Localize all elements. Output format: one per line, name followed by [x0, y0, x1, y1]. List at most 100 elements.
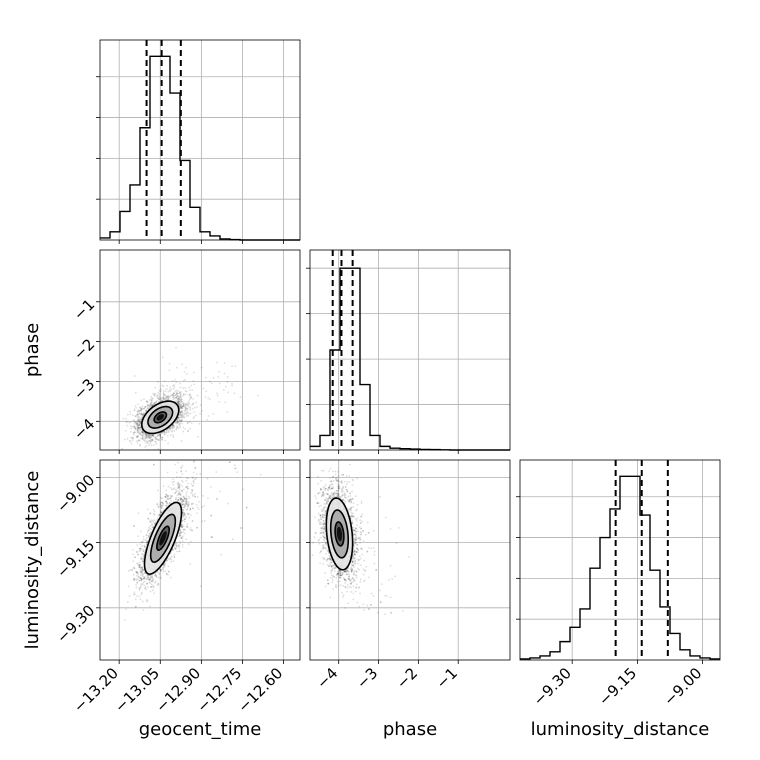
sample-point: [169, 386, 172, 389]
sample-point: [137, 419, 140, 422]
sample-point: [134, 605, 137, 608]
sample-point: [147, 404, 150, 407]
sample-point: [180, 525, 182, 528]
sample-point: [160, 511, 163, 514]
sample-point: [142, 557, 145, 560]
xtick-label: −12.90: [152, 664, 204, 716]
sample-point: [210, 382, 213, 385]
sample-point: [149, 578, 151, 581]
sample-point: [141, 430, 144, 433]
sample-point: [162, 502, 164, 505]
sample-point: [183, 503, 185, 506]
sample-point: [146, 433, 149, 436]
sample-point: [177, 486, 180, 489]
sample-point: [152, 526, 155, 529]
sample-point: [240, 527, 242, 529]
sample-point: [163, 431, 166, 434]
sample-point: [136, 436, 139, 438]
sample-point: [160, 432, 163, 435]
sample-point: [165, 429, 168, 432]
sample-point: [165, 494, 168, 497]
sample-point: [148, 403, 151, 406]
sample-point: [182, 513, 185, 516]
xtick-label: −13.05: [111, 664, 163, 716]
sample-point: [154, 574, 157, 577]
sample-point: [159, 437, 162, 440]
sample-point: [182, 495, 185, 498]
sample-point: [180, 419, 183, 422]
sample-point: [173, 556, 176, 558]
sample-point: [137, 424, 140, 427]
sample-point: [167, 398, 170, 400]
sample-point: [172, 560, 175, 563]
sample-point: [193, 492, 196, 495]
sample-point: [192, 484, 195, 487]
sample-point: [182, 528, 185, 531]
sample-point: [161, 501, 163, 504]
sample-point: [141, 567, 143, 570]
sample-point: [216, 498, 219, 500]
sample-point: [192, 507, 194, 510]
sample-point: [216, 361, 218, 364]
sample-point: [151, 404, 153, 407]
sample-point: [166, 559, 168, 562]
sample-point: [182, 402, 184, 405]
sample-point: [138, 589, 141, 592]
sample-point: [181, 406, 183, 409]
sample-point: [136, 429, 139, 432]
sample-point: [147, 434, 150, 437]
sample-point: [181, 500, 183, 503]
sample-point: [181, 407, 184, 410]
sample-point: [157, 517, 159, 520]
sample-point: [177, 397, 179, 400]
sample-point: [132, 573, 135, 576]
sample-point: [170, 430, 173, 433]
sample-point: [139, 429, 142, 431]
sample-point: [141, 407, 144, 410]
sample-point: [185, 407, 188, 410]
sample-point: [174, 378, 177, 381]
sample-point: [173, 487, 176, 490]
sample-point: [184, 390, 187, 392]
sample-point: [171, 424, 174, 427]
sample-point: [179, 413, 182, 416]
sample-point: [180, 497, 183, 500]
sample-point: [144, 440, 147, 443]
sample-point: [180, 501, 183, 504]
sample-point: [180, 504, 183, 507]
sample-point: [157, 434, 159, 437]
sample-point: [208, 398, 211, 401]
sample-point: [146, 541, 148, 544]
sample-point: [218, 382, 221, 385]
sample-point: [139, 547, 141, 550]
sample-point: [157, 582, 159, 585]
ytick-label: −1: [70, 295, 98, 323]
sample-point: [139, 410, 142, 412]
sample-point: [155, 575, 158, 578]
sample-point: [136, 571, 139, 574]
sample-point: [191, 520, 194, 522]
sample-point: [187, 504, 189, 507]
sample-point: [155, 438, 157, 441]
sample-point: [196, 394, 199, 397]
sample-point: [151, 576, 154, 579]
sample-point: [157, 489, 159, 492]
sample-point: [141, 545, 143, 548]
sample-point: [149, 402, 152, 404]
sample-point: [183, 413, 185, 416]
sample-point: [184, 406, 186, 409]
sample-point: [135, 570, 138, 573]
sample-point: [157, 576, 160, 579]
sample-point: [178, 492, 180, 494]
sample-point: [140, 412, 143, 415]
sample-point: [180, 398, 182, 401]
sample-point: [178, 550, 181, 553]
sample-point: [183, 506, 186, 509]
sample-point: [179, 392, 182, 395]
sample-point: [162, 397, 165, 400]
sample-point: [169, 497, 171, 500]
sample-point: [187, 422, 189, 424]
sample-point: [216, 392, 218, 395]
sample-point: [139, 543, 142, 546]
sample-point: [182, 426, 185, 429]
